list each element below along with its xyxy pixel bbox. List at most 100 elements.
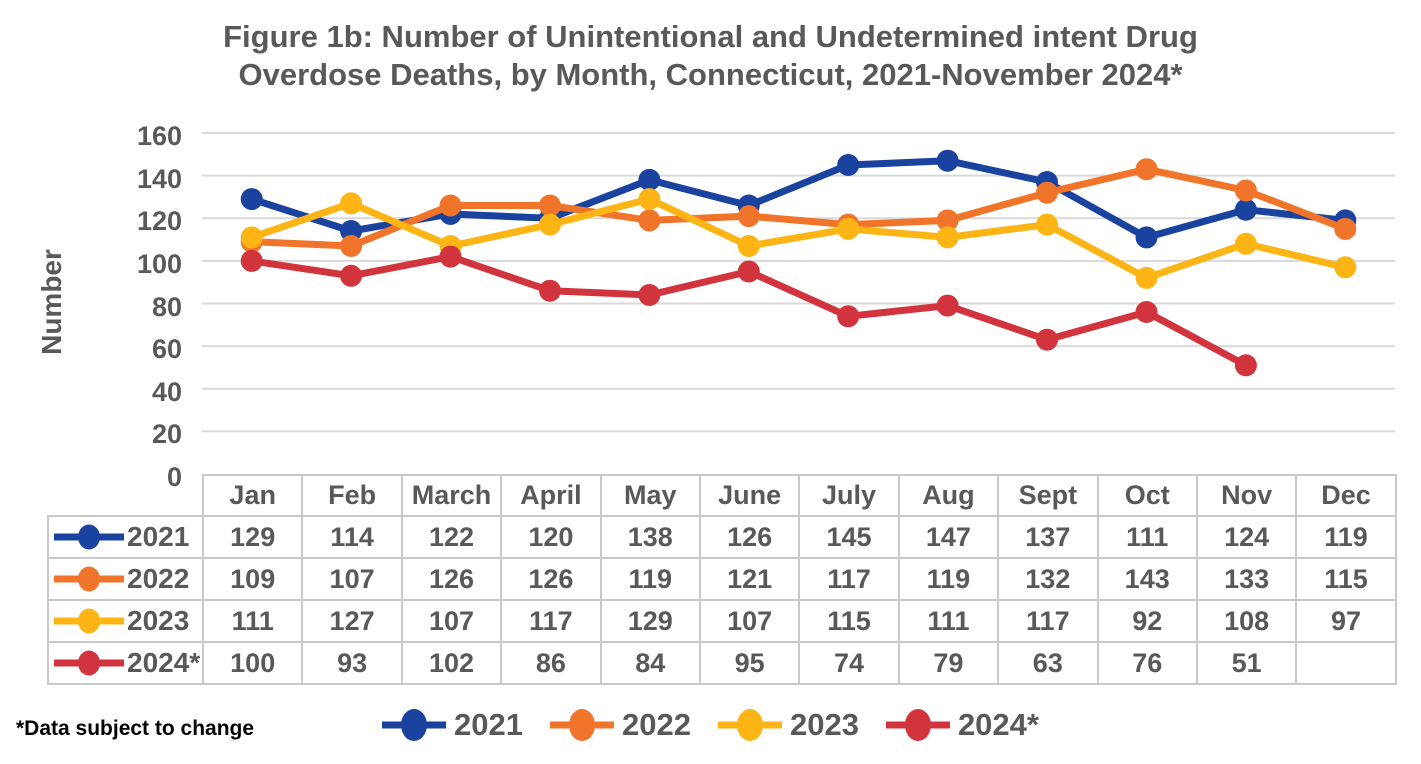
data-point	[936, 226, 959, 249]
value-cell: 117	[798, 557, 900, 601]
data-point	[638, 209, 661, 232]
data-point	[936, 149, 959, 172]
legend-item-2024: 2024*	[885, 703, 1039, 747]
data-point	[539, 279, 561, 302]
chart-title: Figure 1b: Number of Unintentional and U…	[0, 18, 1421, 94]
legend-label: 2023	[789, 707, 859, 742]
value-cell: 107	[400, 599, 503, 643]
table-header-row: Jan Feb March April May June July Aug Sept Oct Nov…	[48, 474, 1397, 517]
series-2023	[240, 188, 1357, 289]
legend-key-dot	[78, 608, 100, 634]
month-header: Sept	[997, 474, 1099, 517]
plot-area	[202, 132, 1395, 433]
legend-key-dot	[78, 650, 100, 676]
value-cell: 86	[500, 641, 602, 685]
value-cell: 126	[400, 557, 503, 601]
legend-key-icon	[54, 608, 124, 634]
series-line	[248, 165, 1349, 250]
table-row: 2021 129 114 122 120 138 126 145 147 137 111 124 119	[47, 515, 1397, 559]
data-point	[539, 194, 561, 217]
data-point	[1234, 198, 1257, 221]
value-cell: 126	[500, 557, 602, 601]
bottom-legend: 2021 2022 2023 2024*	[0, 700, 1421, 750]
chart-title-line2: Overdose Deaths, by Month, Connecticut, …	[238, 57, 1183, 92]
value-cell: 145	[798, 515, 900, 559]
data-point	[737, 205, 760, 228]
gridlines	[202, 132, 1395, 433]
legend-label: 2024*	[957, 707, 1039, 742]
value-cell: 119	[599, 557, 701, 601]
data-point	[936, 294, 959, 317]
data-point	[439, 245, 462, 268]
legend-key-icon	[54, 566, 124, 592]
data-point	[340, 264, 363, 287]
value-cell: 122	[400, 515, 503, 559]
value-cell: 102	[400, 641, 503, 685]
data-point	[638, 188, 661, 211]
data-point	[240, 249, 263, 272]
series-label-cell: 2021	[47, 515, 204, 559]
value-cell: 114	[301, 515, 403, 559]
value-cell: 74	[798, 641, 900, 685]
month-header: Jan	[201, 474, 304, 517]
value-cell: 111	[897, 599, 1000, 643]
legend-key-icon	[54, 524, 124, 550]
series-2024	[240, 245, 1257, 377]
value-cell: 93	[301, 641, 403, 685]
data-point	[1036, 213, 1058, 236]
chart-title-line1: Figure 1b: Number of Unintentional and U…	[223, 19, 1198, 54]
data-point	[240, 226, 263, 249]
table-row: 2023 111 127 107 117 129 107 115 111 117 92 108 97	[47, 599, 1397, 643]
value-cell: 133	[1195, 557, 1298, 601]
value-cell: 147	[897, 515, 1000, 559]
data-point	[638, 284, 661, 306]
data-point	[439, 194, 462, 217]
data-point	[638, 168, 661, 191]
month-header: June	[698, 474, 801, 517]
value-cell: 124	[1195, 515, 1298, 559]
month-header: March	[400, 474, 503, 517]
data-point	[1135, 226, 1158, 249]
y-tick-label: 140	[136, 163, 182, 194]
value-cell: 95	[698, 641, 801, 685]
data-table: Jan Feb March April May June July Aug Sept Oct Nov…	[47, 474, 1397, 685]
value-cell: 127	[301, 599, 403, 643]
y-tick-label: 80	[151, 291, 182, 322]
value-cell: 138	[599, 515, 701, 559]
legend-label: 2022	[622, 707, 691, 742]
footnote: *Data subject to change	[16, 717, 255, 740]
y-tick-label: 20	[151, 419, 182, 450]
value-cell: 109	[201, 557, 304, 601]
month-header: May	[599, 474, 701, 517]
value-cell: 51	[1195, 641, 1298, 685]
value-cell	[1295, 641, 1397, 685]
value-cell: 117	[997, 599, 1099, 643]
value-cell: 119	[1295, 515, 1397, 559]
value-cell: 121	[698, 557, 801, 601]
legend-key-dot	[78, 524, 100, 550]
month-header: April	[500, 474, 602, 517]
value-cell: 120	[500, 515, 602, 559]
legend-key-icon	[717, 709, 782, 741]
legend-key-dot	[736, 709, 763, 741]
series-line	[248, 157, 1349, 241]
value-cell: 97	[1295, 599, 1397, 643]
value-cell: 111	[201, 599, 304, 643]
value-cell: 126	[698, 515, 801, 559]
data-point	[837, 305, 860, 328]
legend-key-dot	[401, 709, 428, 741]
value-cell: 137	[997, 515, 1099, 559]
legend-key-dot	[78, 566, 100, 592]
value-cell: 132	[997, 557, 1099, 601]
value-cell: 108	[1195, 599, 1298, 643]
month-header: Oct	[1096, 474, 1198, 517]
table-corner-cell	[48, 475, 203, 516]
data-point	[936, 209, 959, 232]
legend-item-2021: 2021	[382, 703, 523, 747]
value-cell: 115	[1295, 557, 1397, 601]
legend-item-2023: 2023	[717, 703, 859, 747]
value-cell: 117	[500, 599, 602, 643]
legend-key-dot	[569, 709, 595, 741]
value-cell: 79	[897, 641, 1000, 685]
